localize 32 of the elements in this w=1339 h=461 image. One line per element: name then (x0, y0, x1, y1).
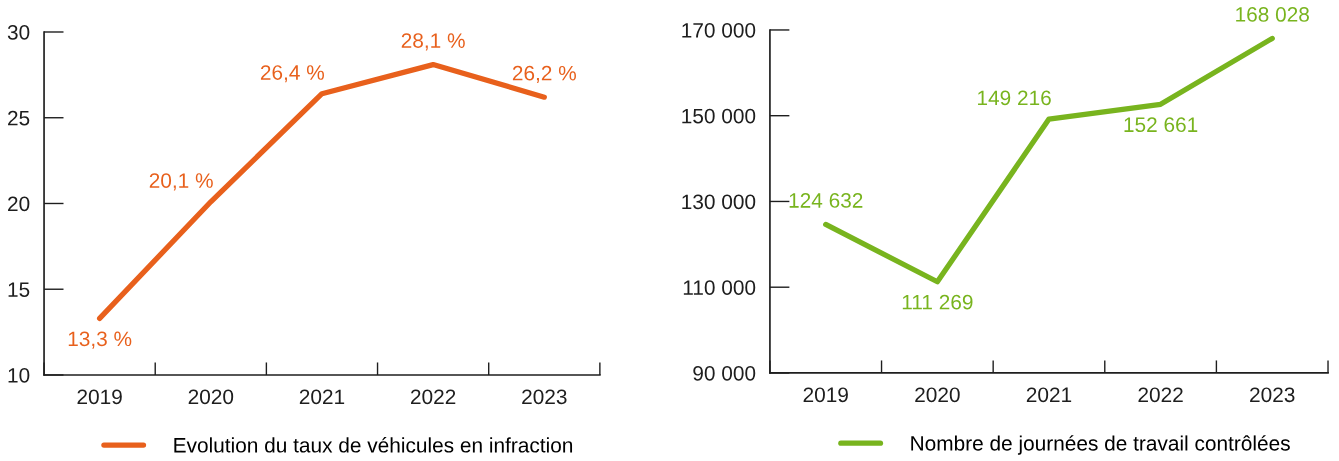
data-label: 152 661 (1124, 117, 1198, 133)
x-tick-label: 2020 (915, 387, 960, 403)
y-tick-label: 15 (8, 282, 30, 297)
y-tick-label: 25 (8, 110, 30, 126)
x-tick-label: 2021 (1026, 387, 1072, 403)
x-tick-label: 2020 (188, 389, 234, 405)
y-tick-label: 150 000 (682, 108, 756, 124)
legend-label: Evolution du taux de véhicules en infraction (174, 437, 573, 453)
y-tick-label: 30 (7, 24, 30, 40)
data-label: 20,1 % (149, 173, 213, 191)
x-tick-label: 2019 (803, 387, 848, 403)
data-label: 111 269 (902, 294, 973, 310)
x-tick-label: 2019 (77, 389, 122, 405)
y-tick-label: 10 (8, 367, 30, 383)
x-tick-label: 2021 (299, 389, 345, 405)
y-tick-label: 130 000 (682, 194, 756, 210)
data-label: 13,3 % (68, 331, 132, 349)
y-tick-label: 90 000 (693, 365, 756, 381)
x-tick-label: 2022 (411, 389, 456, 405)
x-tick-label: 2022 (1138, 387, 1183, 403)
data-label: 124 632 (789, 193, 863, 208)
data-label: 168 028 (1236, 7, 1309, 22)
x-tick-label: 2023 (522, 389, 567, 405)
data-label: 149 216 (978, 90, 1051, 106)
y-tick-label: 170 000 (682, 22, 756, 38)
y-tick-label: 20 (8, 196, 30, 212)
legend-label: Nombre de journées de travail contrôlées (911, 435, 1290, 455)
y-tick-label: 110 000 (683, 280, 756, 295)
data-label: 26,4 % (260, 65, 324, 83)
data-label: 26,2 % (512, 65, 576, 83)
x-tick-label: 2023 (1250, 387, 1295, 403)
data-label: 28,1 % (401, 33, 465, 51)
